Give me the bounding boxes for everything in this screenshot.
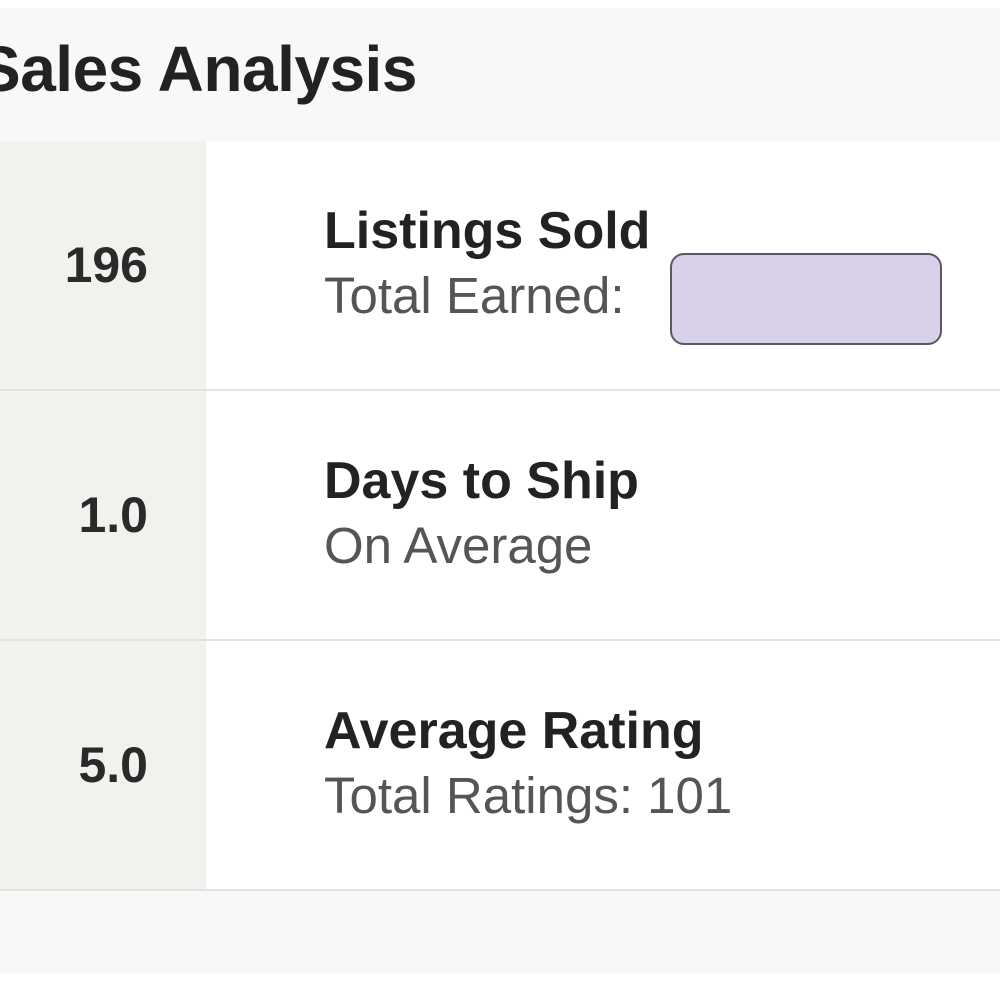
total-ratings-label: Total Ratings: 101: [324, 767, 733, 824]
days-to-ship-title: Days to Ship: [324, 452, 639, 510]
stat-row-average-rating: 5.0 Average Rating Total Ratings: 101: [0, 641, 1000, 891]
section-footer: [0, 891, 1000, 974]
on-average-label: On Average: [324, 517, 593, 574]
stat-info-cell: Days to Ship On Average: [324, 449, 984, 579]
stat-value-cell: 5.0: [0, 641, 206, 889]
section-header: Sales Analysis: [0, 8, 1000, 141]
bottom-margin: [0, 974, 1000, 1000]
listings-sold-title: Listings Sold: [324, 202, 651, 260]
stat-info-cell: Average Rating Total Ratings: 101: [324, 699, 984, 829]
sales-analysis-card: 196 Listings Sold Total Earned: 1.0 Days…: [0, 141, 1000, 891]
average-rating-value: 5.0: [78, 737, 148, 793]
stat-row-listings-sold: 196 Listings Sold Total Earned:: [0, 141, 1000, 391]
stat-value-cell: 196: [0, 141, 206, 389]
stat-info-cell: Listings Sold Total Earned:: [324, 199, 984, 329]
average-rating-title: Average Rating: [324, 702, 704, 760]
stat-value-cell: 1.0: [0, 391, 206, 639]
total-earned-label: Total Earned:: [324, 267, 625, 324]
listings-sold-value: 196: [64, 237, 148, 293]
stat-row-days-to-ship: 1.0 Days to Ship On Average: [0, 391, 1000, 641]
total-earned-redaction: [670, 253, 942, 345]
top-margin: [0, 0, 1000, 8]
page-title: Sales Analysis: [0, 33, 417, 105]
days-to-ship-value: 1.0: [78, 487, 148, 543]
